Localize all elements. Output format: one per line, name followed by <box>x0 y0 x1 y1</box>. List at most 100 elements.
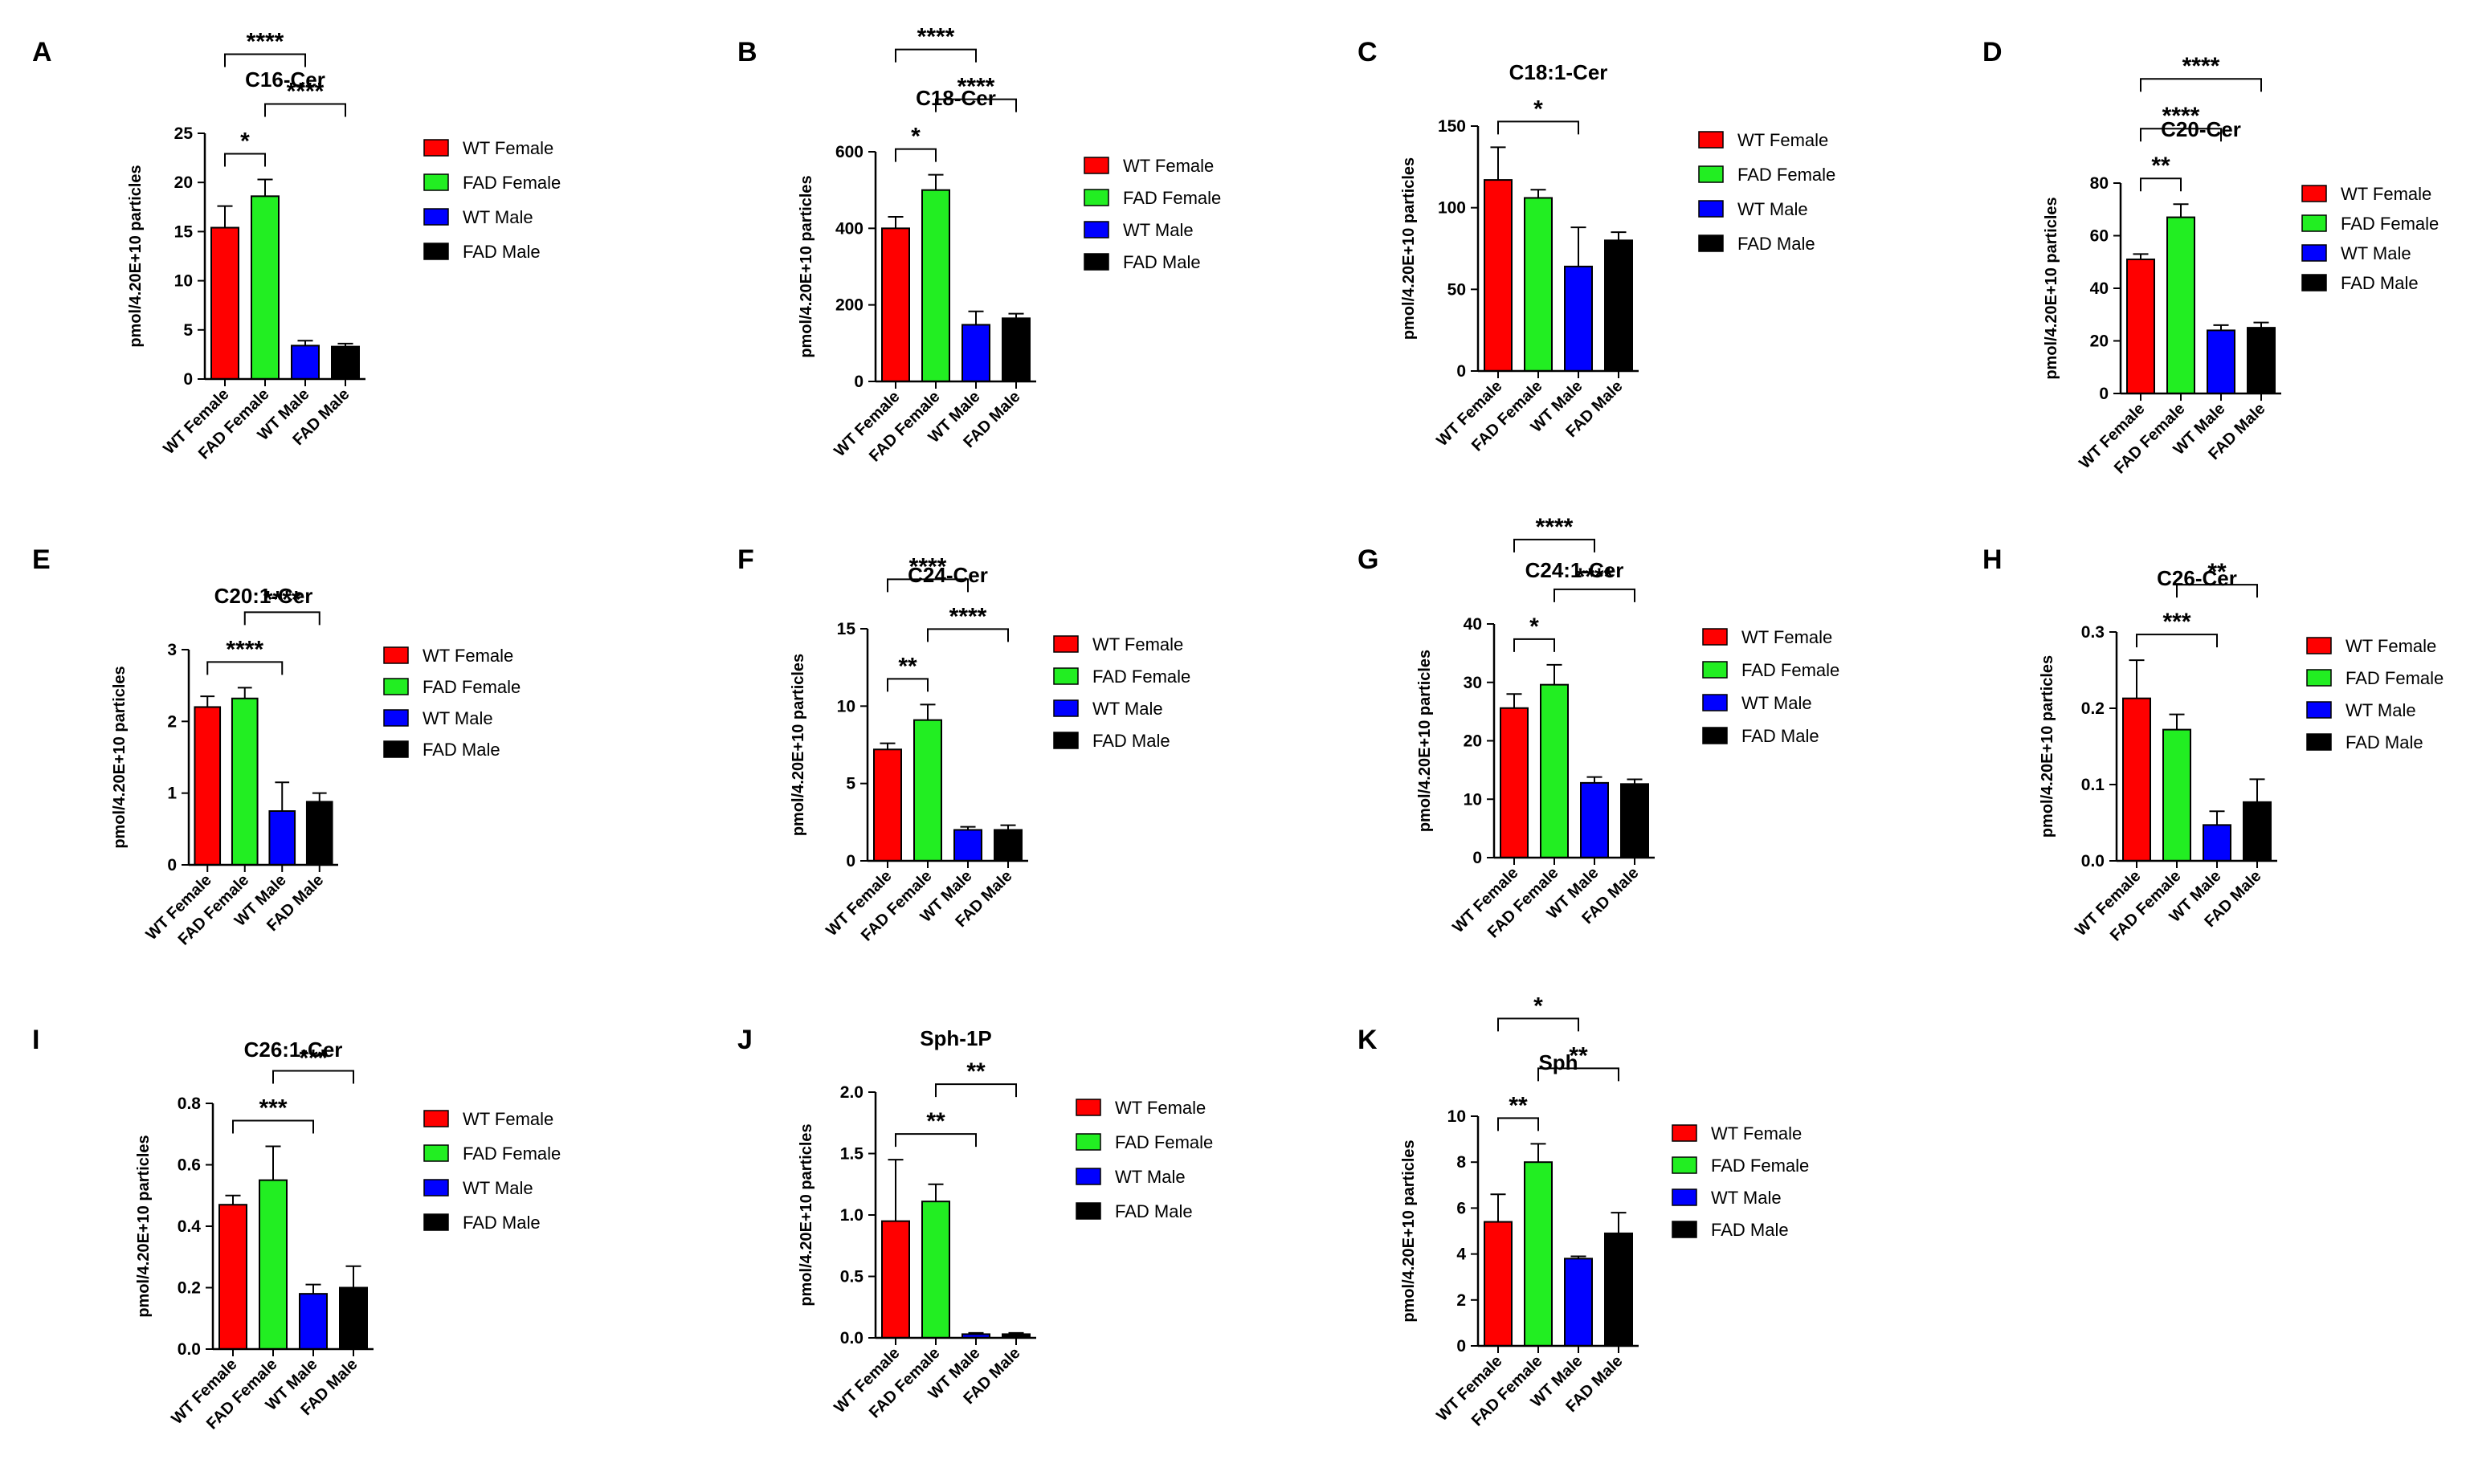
significance-bracket <box>935 98 1017 112</box>
y-tick-label: 40 <box>1464 615 1482 634</box>
legend-label: FAD Male <box>423 740 500 760</box>
y-tick-label: 0.8 <box>178 1095 202 1113</box>
legend-swatch <box>1076 1099 1101 1116</box>
y-tick-label: 2 <box>167 712 177 731</box>
y-tick-label: 0.4 <box>178 1217 202 1236</box>
panel-letter: G <box>1358 544 1378 575</box>
legend-label: FAD Female <box>1737 165 1835 185</box>
bar <box>231 697 259 866</box>
legend-label: FAD Female <box>1092 667 1190 687</box>
y-tick-label: 0 <box>183 370 193 389</box>
legend-label: WT Female <box>1711 1123 1802 1144</box>
legend-label: WT Male <box>2341 243 2411 263</box>
y-tick-label: 0.2 <box>2081 699 2105 718</box>
legend-label: WT Female <box>1092 634 1183 654</box>
legend-label: WT Male <box>1115 1167 1186 1187</box>
chart-panel-e: E C20:1-Cer pmol/4.20E+10 particles 0 1 2 3 WT … <box>32 544 521 948</box>
legend-swatch <box>383 709 409 727</box>
y-tick-label: 0 <box>846 852 855 870</box>
bar <box>1484 1221 1513 1347</box>
bar <box>1604 1232 1633 1347</box>
legend-swatch <box>1084 253 1109 271</box>
legend-swatch <box>423 1213 449 1231</box>
chart-title: Sph-1P <box>920 1026 992 1050</box>
significance-label: ** <box>898 653 917 679</box>
y-tick-label: 25 <box>174 124 194 143</box>
significance-label: **** <box>917 24 955 51</box>
legend-swatch <box>1698 131 1724 149</box>
y-axis-label: pmol/4.20E+10 particles <box>1400 1140 1418 1322</box>
legend-label: WT Male <box>1123 220 1194 240</box>
legend-label: WT Female <box>463 1109 553 1129</box>
legend-label: FAD Male <box>463 1213 541 1233</box>
legend-swatch <box>423 208 449 226</box>
panel-letter: D <box>1982 37 2003 67</box>
significance-label: * <box>911 124 921 150</box>
legend-swatch <box>1672 1124 1697 1142</box>
panel-letter: H <box>1982 544 2003 575</box>
significance-bracket <box>1513 538 1595 552</box>
chart-title: Sph <box>1538 1050 1578 1074</box>
y-tick-label: 1 <box>167 785 177 803</box>
bar <box>299 1293 328 1351</box>
legend-swatch <box>1084 221 1109 238</box>
significance-bracket <box>1553 588 1635 602</box>
legend-label: FAD Female <box>423 677 521 697</box>
y-tick-label: 0 <box>854 373 864 391</box>
significance-bracket <box>2140 177 2182 192</box>
y-axis-label: pmol/4.20E+10 particles <box>1416 650 1434 832</box>
bar <box>953 829 982 862</box>
legend-label: FAD Male <box>1123 252 1201 272</box>
legend-swatch <box>1672 1221 1697 1238</box>
legend-swatch <box>1076 1133 1101 1151</box>
legend-label: FAD Female <box>463 173 561 193</box>
legend-swatch <box>1084 157 1109 174</box>
bar <box>873 748 902 862</box>
y-tick-label: 6 <box>1456 1199 1466 1217</box>
bar <box>218 1204 247 1350</box>
chart-title: C16-Cer <box>245 67 325 92</box>
legend-swatch <box>1702 628 1728 646</box>
y-axis-label: pmol/4.20E+10 particles <box>790 654 807 836</box>
y-tick-label: 600 <box>835 143 864 161</box>
legend-swatch <box>2306 669 2332 687</box>
legend-swatch <box>1702 694 1728 711</box>
legend-label: WT Male <box>463 1178 533 1198</box>
significance-label: ** <box>926 1108 945 1135</box>
legend-swatch <box>1076 1202 1101 1220</box>
significance-bracket <box>887 578 969 593</box>
significance-bracket <box>895 148 937 162</box>
legend-label: WT Male <box>423 708 493 728</box>
legend-swatch <box>1053 699 1079 717</box>
bar <box>2126 258 2155 394</box>
significance-label: **** <box>263 586 301 613</box>
y-tick-label: 1.0 <box>840 1206 864 1225</box>
y-tick-label: 0.2 <box>178 1279 201 1298</box>
y-tick-label: 0.0 <box>178 1340 201 1359</box>
y-tick-label: 200 <box>835 296 864 315</box>
legend-label: FAD Female <box>1115 1132 1213 1152</box>
y-tick-label: 5 <box>846 775 855 793</box>
legend-label: WT Female <box>463 138 553 158</box>
significance-label: * <box>1533 96 1543 122</box>
legend-swatch <box>423 1144 449 1162</box>
y-tick-label: 10 <box>1464 790 1482 809</box>
legend-label: FAD Female <box>2341 214 2439 234</box>
significance-label: * <box>1533 993 1543 1019</box>
significance-bracket <box>887 678 929 692</box>
legend-swatch <box>383 740 409 758</box>
legend-swatch <box>383 646 409 664</box>
chart-panel-k: K Sph pmol/4.20E+10 particles 0 2 4 6 8 10 WT Fem… <box>1358 993 1809 1429</box>
panel-letter: B <box>737 37 757 67</box>
significance-label: ** <box>2207 559 2227 585</box>
chart-title: C20:1-Cer <box>214 584 313 608</box>
bar <box>2243 801 2272 862</box>
legend-swatch <box>2306 701 2332 719</box>
y-tick-label: 400 <box>835 219 864 238</box>
legend-label: WT Male <box>1092 699 1163 719</box>
bar <box>259 1179 288 1350</box>
y-tick-label: 0 <box>1456 1337 1466 1356</box>
bar <box>1580 781 1609 859</box>
bar <box>1524 197 1553 372</box>
significance-bracket <box>243 611 320 626</box>
